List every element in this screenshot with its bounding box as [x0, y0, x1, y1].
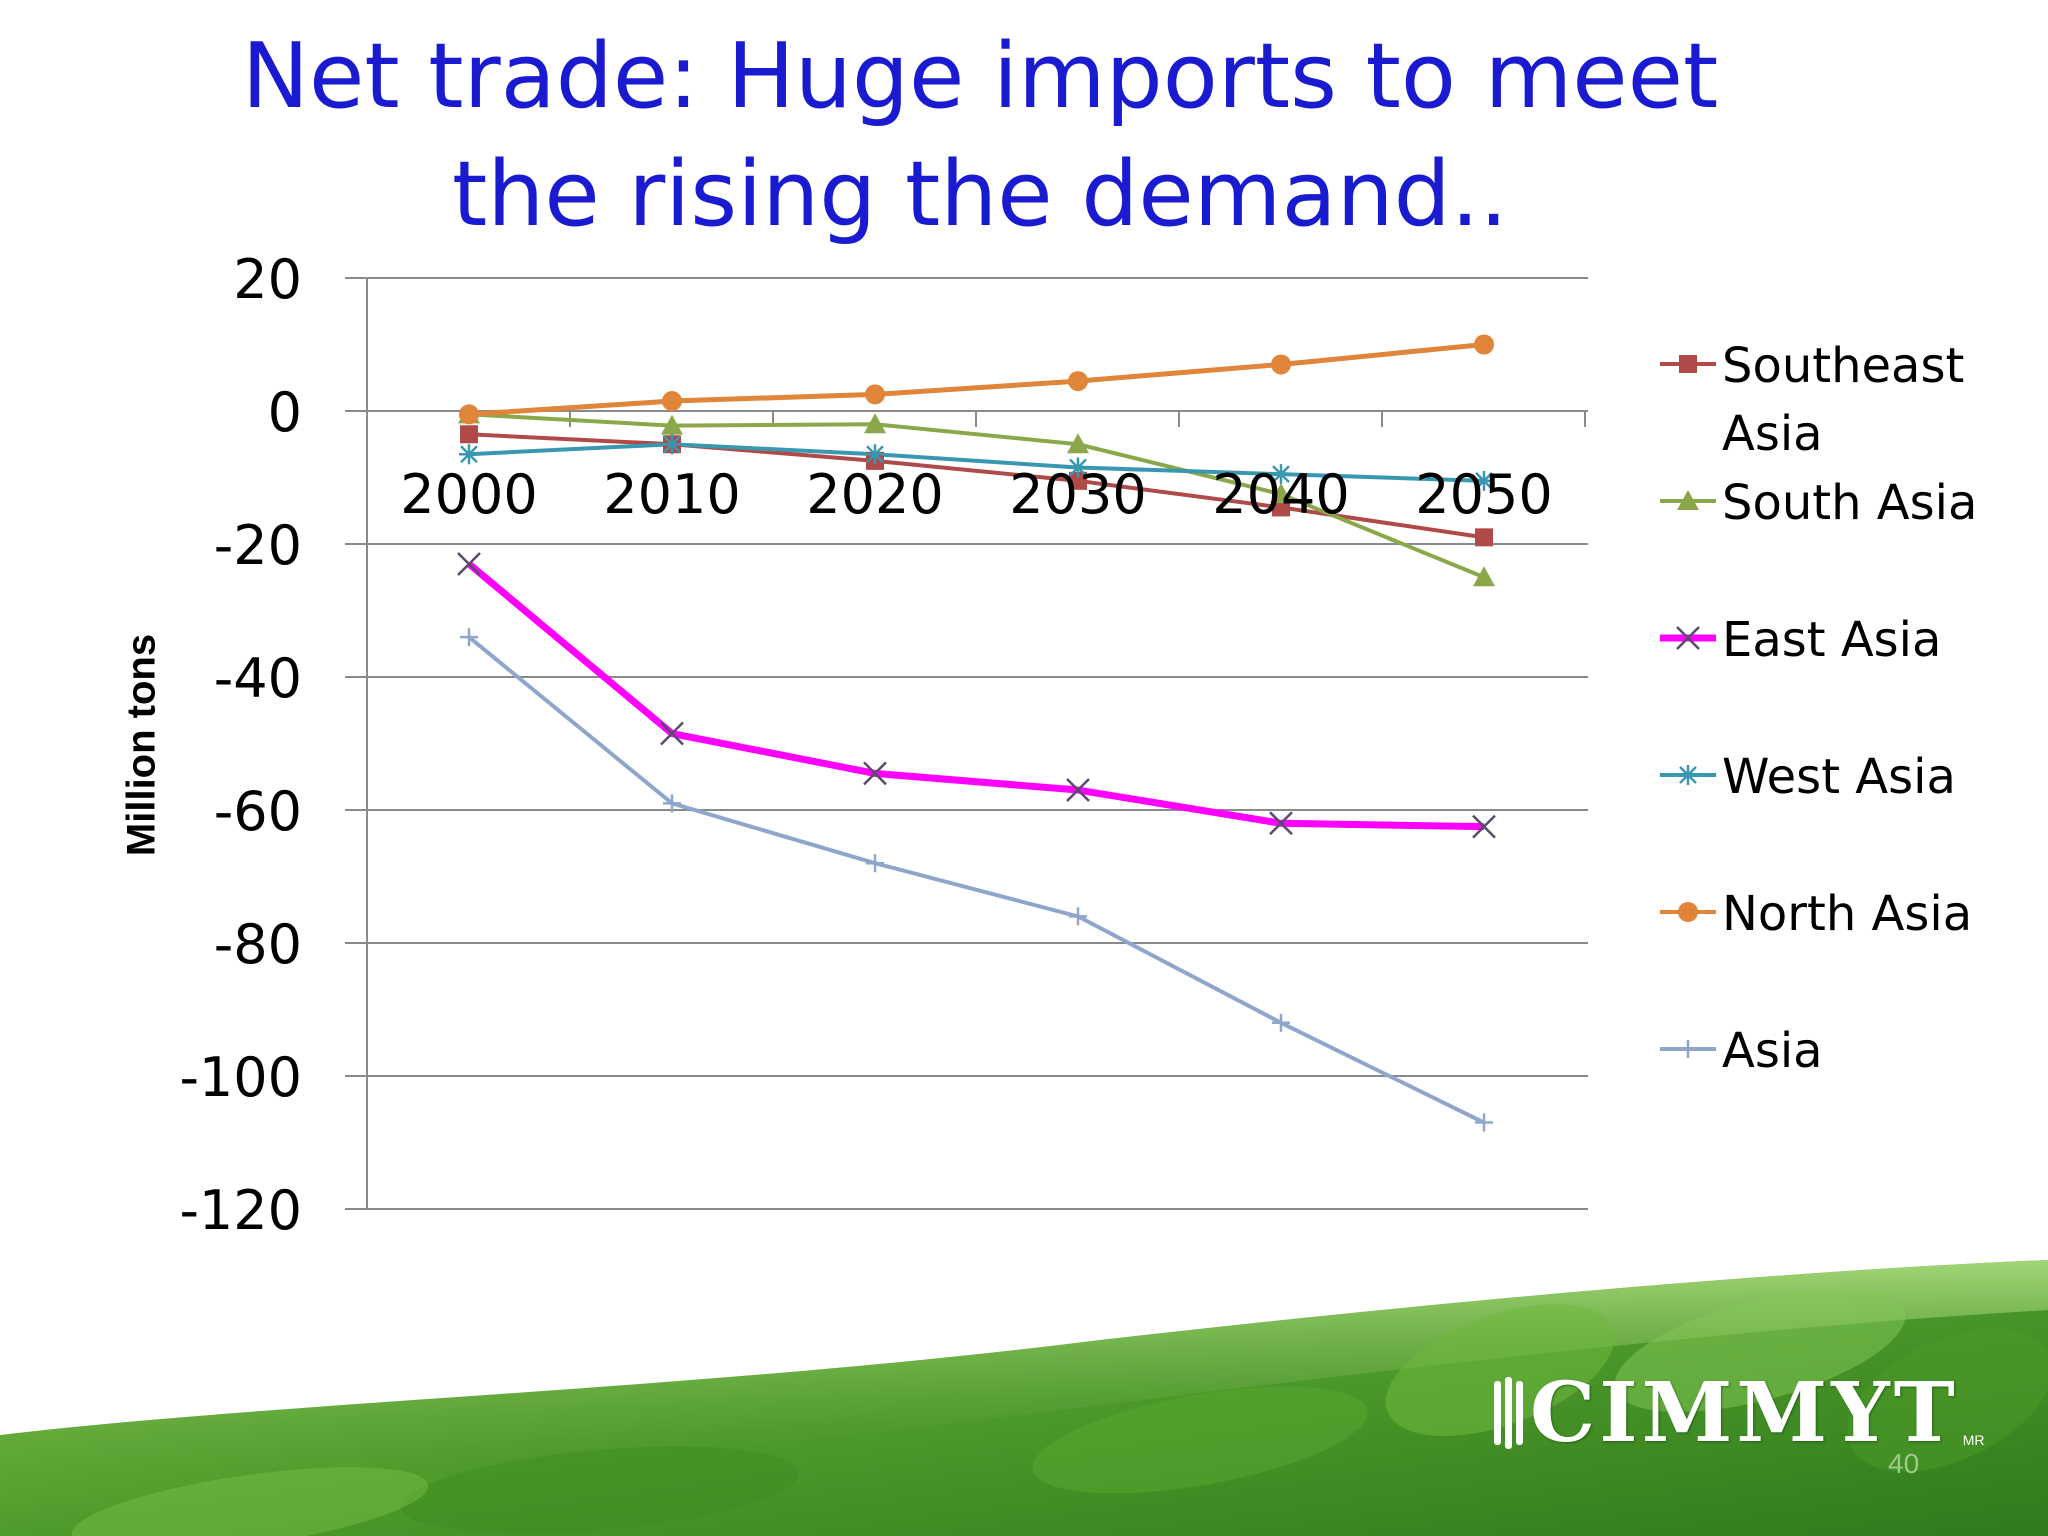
y-tick-label: -40 [214, 647, 302, 710]
data-point-asia [866, 854, 884, 873]
data-point-north-asia [1271, 354, 1291, 375]
cimmyt-logo: CIMMYT MR [1490, 1368, 1985, 1458]
legend-label: Asia [1722, 1023, 1823, 1079]
series-line-east-asia [466, 561, 1485, 831]
title-line-1: Net trade: Huge imports to meet [241, 24, 1719, 129]
data-point-west-asia [459, 444, 479, 465]
data-point-asia [1272, 1013, 1290, 1032]
data-point-east-asia [1269, 811, 1293, 836]
data-point-west-asia [865, 444, 885, 465]
data-point-south-asia [1067, 433, 1089, 454]
data-point-east-asia [660, 721, 684, 746]
page-number: 40 [1888, 1448, 1920, 1479]
legend-label: Southeast Asia [1722, 338, 1965, 462]
grid-lines [345, 277, 1588, 1210]
slide-title: Net trade: Huge imports to meet the risi… [200, 18, 1760, 254]
legend-label: West Asia [1722, 749, 1956, 805]
data-point-west-asia [1474, 470, 1494, 491]
data-point-north-asia [865, 384, 885, 405]
legend-label: North Asia [1722, 886, 1973, 942]
x-tick-label: 2050 [1415, 463, 1552, 526]
legend-label: East Asia [1722, 612, 1942, 668]
logo-registered-mark: MR [1962, 1432, 1985, 1448]
legend-swatch [1660, 355, 1716, 373]
y-axis-label: Million tons [119, 633, 164, 857]
data-point-south-asia [661, 414, 683, 435]
y-tick-label: -80 [214, 913, 302, 976]
y-tick-label: 20 [233, 248, 302, 311]
data-point-north-asia [1068, 371, 1088, 392]
x-tick-label: 2030 [1009, 463, 1146, 526]
data-point-southeast-asia [1475, 528, 1493, 547]
data-point-southeast-asia [460, 425, 478, 444]
data-point-east-asia [1472, 814, 1496, 839]
data-point-southeast-asia [1069, 471, 1087, 490]
legend-swatch [1660, 490, 1716, 510]
x-tick-label: 2040 [1212, 463, 1349, 526]
data-point-asia [1069, 907, 1087, 926]
series-line-north-asia [468, 342, 1485, 417]
legend-label: South Asia [1722, 475, 1978, 531]
y-tick-label: -100 [179, 1046, 302, 1109]
data-point-north-asia [459, 404, 479, 425]
series-line-asia [467, 635, 1485, 1125]
data-point-asia [1475, 1113, 1493, 1132]
data-point-asia [460, 628, 478, 647]
data-point-south-asia [864, 413, 886, 434]
series-markers [457, 334, 1496, 1132]
wheat-icon [1494, 1377, 1523, 1449]
tick-labels: 20 0 -20 -40 -60 -80 -100 -120 2000 2010 2020 2030 2… [179, 248, 1552, 1242]
data-point-west-asia [662, 434, 682, 455]
logo-wordmark: CIMMYT [1530, 1365, 1959, 1461]
data-point-south-asia [1270, 483, 1292, 504]
legend-swatch [1660, 902, 1716, 922]
title-line-2: the rising the demand.. [451, 142, 1508, 247]
x-tick-label: 2010 [603, 463, 740, 526]
data-point-west-asia [1068, 457, 1088, 478]
legend-swatch [1660, 626, 1716, 650]
x-tick-label: 2000 [400, 463, 537, 526]
data-point-north-asia [662, 391, 682, 412]
data-point-north-asia [1474, 334, 1494, 355]
data-point-west-asia [1271, 464, 1291, 485]
series-line-southeast-asia [468, 432, 1485, 540]
data-point-south-asia [1473, 566, 1495, 587]
legend-swatch [1660, 765, 1716, 785]
y-tick-label: 0 [268, 381, 302, 444]
data-point-east-asia [457, 552, 481, 576]
series-line-south-asia [468, 412, 1485, 580]
y-tick-label: -120 [179, 1179, 302, 1242]
y-tick-label: -60 [214, 780, 302, 843]
legend-swatch [1660, 1040, 1716, 1058]
data-point-east-asia [1066, 778, 1090, 802]
data-point-asia [663, 794, 681, 813]
x-tick-label: 2020 [806, 463, 943, 526]
y-tick-label: -20 [214, 514, 302, 577]
series-line-west-asia [468, 442, 1485, 483]
footer-leaf-banner [0, 1260, 2048, 1536]
data-point-east-asia [863, 761, 887, 786]
series-lines [466, 342, 1485, 1125]
